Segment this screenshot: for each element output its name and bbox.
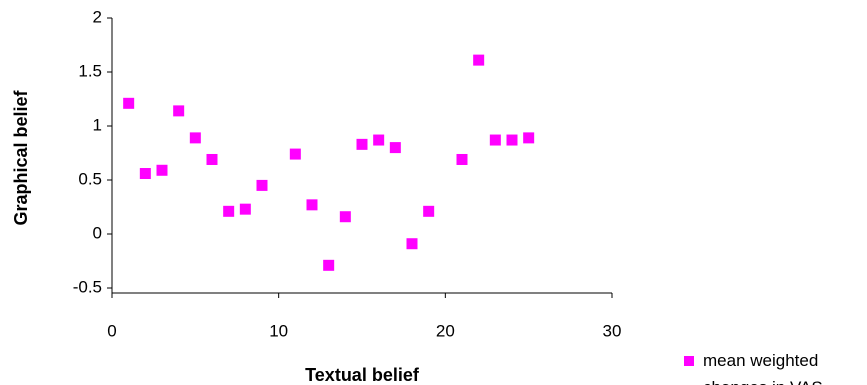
scatter-point bbox=[239, 203, 251, 215]
x-tick-label: 20 bbox=[436, 321, 455, 340]
scatter-point bbox=[306, 199, 318, 211]
legend-label: mean weighted changes in VAS bbox=[703, 351, 823, 385]
scatter-point bbox=[406, 238, 418, 250]
scatter-point bbox=[206, 153, 218, 165]
scatter-point bbox=[223, 205, 235, 217]
x-tick-label: 30 bbox=[603, 321, 622, 340]
y-tick-label: 1 bbox=[93, 115, 102, 134]
scatter-point bbox=[139, 168, 151, 180]
scatter-point bbox=[506, 134, 518, 146]
scatter-point bbox=[256, 179, 268, 191]
scatter-point bbox=[356, 138, 368, 150]
y-axis-title: Graphical belief bbox=[11, 89, 31, 225]
scatter-point bbox=[456, 153, 468, 165]
y-tick-label: 1.5 bbox=[78, 61, 102, 80]
scatter-point bbox=[489, 134, 501, 146]
scatter-point bbox=[189, 132, 201, 144]
y-tick-label: 0 bbox=[93, 223, 102, 242]
legend-swatch bbox=[684, 356, 694, 366]
y-tick-label: 0.5 bbox=[78, 169, 102, 188]
scatter-point bbox=[373, 134, 385, 146]
scatter-point bbox=[289, 148, 301, 160]
x-axis-title: Textual belief bbox=[305, 365, 420, 385]
x-tick-label: 10 bbox=[269, 321, 288, 340]
y-tick-label: -0.5 bbox=[73, 277, 102, 296]
scatter-point bbox=[523, 132, 535, 144]
scatter-point bbox=[423, 205, 435, 217]
scatter-point bbox=[123, 97, 135, 109]
x-tick-label: 0 bbox=[107, 321, 116, 340]
scatter-point bbox=[156, 164, 168, 176]
scatter-point bbox=[473, 54, 485, 66]
scatter-point bbox=[339, 211, 351, 223]
scatter-point bbox=[323, 259, 335, 271]
y-tick-label: 2 bbox=[93, 7, 102, 26]
scatter-point bbox=[173, 105, 185, 117]
scatter-point bbox=[389, 142, 401, 154]
